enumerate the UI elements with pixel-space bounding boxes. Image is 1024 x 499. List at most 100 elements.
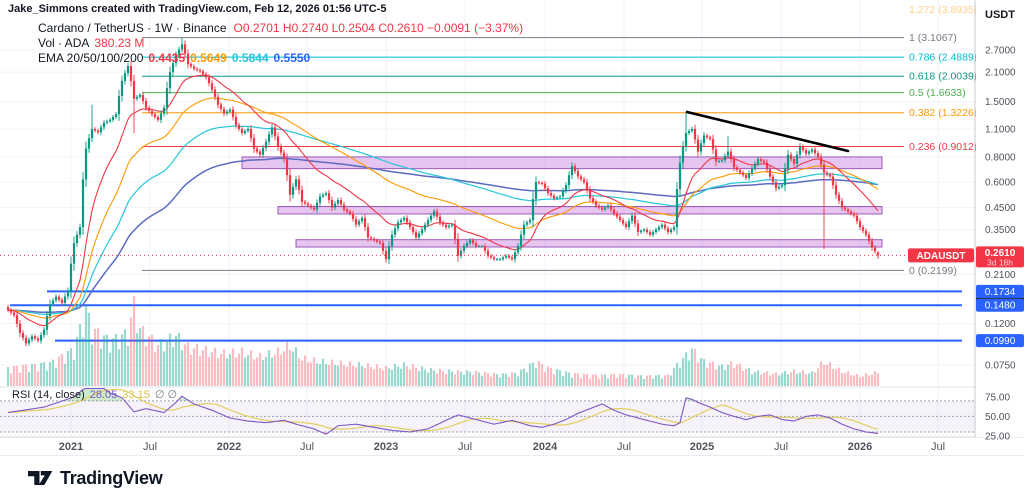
blue-badge-value: 0.0990 — [985, 336, 1016, 347]
candle-body — [726, 151, 730, 156]
volume-bar — [753, 371, 757, 386]
volume-bar — [648, 375, 652, 386]
volume-bar — [276, 347, 280, 386]
candle-body — [669, 229, 673, 233]
volume-bar — [567, 372, 571, 386]
volume-bar — [240, 347, 244, 386]
volume-bar — [537, 361, 541, 386]
trendline[interactable] — [685, 110, 850, 153]
candles[interactable] — [6, 37, 880, 347]
time-label-year: 2021 — [59, 441, 83, 453]
volume-bar — [858, 377, 862, 386]
volume-bar — [615, 378, 619, 386]
volume-bar — [477, 372, 481, 386]
volume-label[interactable]: Vol · ADA — [38, 36, 90, 50]
candle-body — [351, 213, 355, 219]
volume-bar — [720, 364, 724, 386]
blue-price-badge — [976, 284, 1024, 298]
attribution-text: Jake_Simmons created with TradingView.co… — [8, 3, 387, 15]
volume-bar — [156, 345, 160, 386]
rsi-ma-line[interactable] — [7, 388, 879, 432]
candle-body — [381, 243, 385, 251]
candle-body — [288, 175, 292, 195]
candle-body — [456, 238, 460, 256]
volume-bar — [774, 372, 778, 386]
candle-body — [333, 203, 337, 208]
volume-bar — [108, 352, 112, 386]
volume-bar — [642, 378, 646, 386]
candle-body — [228, 109, 232, 112]
volume-bar — [135, 333, 139, 386]
fib-retracement[interactable]: 1 (3.1067) 0.786 (2.4889) 0.618 (2.0039) 0.… — [142, 4, 977, 277]
candle-body — [138, 94, 142, 97]
candle-body — [312, 207, 316, 210]
volume-bar — [279, 354, 283, 386]
last-price-value: 0.2610 — [985, 248, 1016, 259]
volume-bar — [438, 368, 442, 386]
candle-body — [822, 164, 826, 173]
price-zone[interactable] — [295, 239, 883, 248]
candle-body — [528, 220, 532, 223]
candle-body — [573, 166, 577, 172]
volume-bar — [354, 367, 358, 386]
candle-body — [780, 185, 784, 187]
volume-bar — [390, 369, 394, 386]
volume-bar — [726, 364, 730, 386]
rsi-label[interactable]: RSI (14, close) — [12, 389, 85, 401]
candle-body — [834, 185, 838, 195]
price-zone[interactable] — [277, 206, 883, 215]
candle-body — [831, 176, 835, 186]
price-scale[interactable]: USDT 2.7000 2.1000 1.5000 1.1000 0.8000 0.6000… — [974, 0, 1024, 442]
candle-body — [378, 241, 382, 244]
volume-bar — [837, 367, 841, 386]
volume-bar — [195, 344, 199, 386]
volume-bar — [396, 366, 400, 386]
candle-body — [525, 222, 529, 225]
volume-bar — [186, 342, 190, 386]
candle-body — [609, 205, 613, 210]
volume-bar — [81, 337, 85, 386]
candle-body — [480, 246, 484, 248]
time-scale[interactable]: 2021 Jul 2022 Jul 2023 Jul 2024 Jul 2025 Jul 2026 J… — [59, 441, 945, 453]
volume-bar — [234, 357, 238, 386]
tradingview-brand[interactable]: TradingView — [27, 467, 163, 489]
ema-100-line[interactable] — [7, 125, 879, 315]
candle-body — [864, 230, 868, 235]
candle-body — [804, 150, 808, 154]
price-zone[interactable] — [241, 156, 883, 170]
candle-body — [492, 257, 496, 260]
candle-body — [624, 223, 628, 228]
candle-body — [672, 227, 676, 230]
price-scale-bg[interactable] — [976, 0, 1024, 437]
candle-body — [561, 190, 565, 197]
candle-body — [84, 148, 88, 180]
supply-demand-zones — [241, 156, 883, 248]
chart-canvas[interactable]: 1 (3.1067) 0.786 (2.4889) 0.618 (2.0039) 0.… — [0, 0, 1024, 455]
volume-bar — [219, 353, 223, 386]
volume-bar — [855, 374, 859, 386]
volume-bar — [24, 364, 28, 386]
volume-bar — [588, 378, 592, 386]
candle-body — [216, 96, 220, 105]
candle-body — [81, 179, 85, 228]
volume-bar — [207, 356, 211, 386]
candle-body — [540, 182, 544, 185]
volume-bar — [711, 361, 715, 386]
volume-bar — [699, 358, 703, 386]
ema-50-line[interactable] — [7, 97, 879, 319]
volume-bar — [468, 371, 472, 386]
rsi-line[interactable] — [7, 387, 879, 435]
candle-body — [660, 224, 664, 228]
volume-bar — [669, 375, 673, 386]
volume-bar — [312, 357, 316, 386]
volume-bar — [540, 363, 544, 386]
candle-body — [339, 200, 343, 205]
candle-body — [120, 80, 124, 96]
currency-label: USDT — [985, 9, 1015, 21]
candle-body — [462, 246, 466, 251]
ema-label[interactable]: EMA 20/50/100/200 — [38, 51, 144, 65]
candle-body — [786, 154, 790, 169]
symbol-title[interactable]: Cardano / TetherUS · 1W · Binance — [38, 21, 227, 35]
volume-bar — [441, 370, 445, 386]
ema-200-line[interactable] — [8, 157, 879, 314]
